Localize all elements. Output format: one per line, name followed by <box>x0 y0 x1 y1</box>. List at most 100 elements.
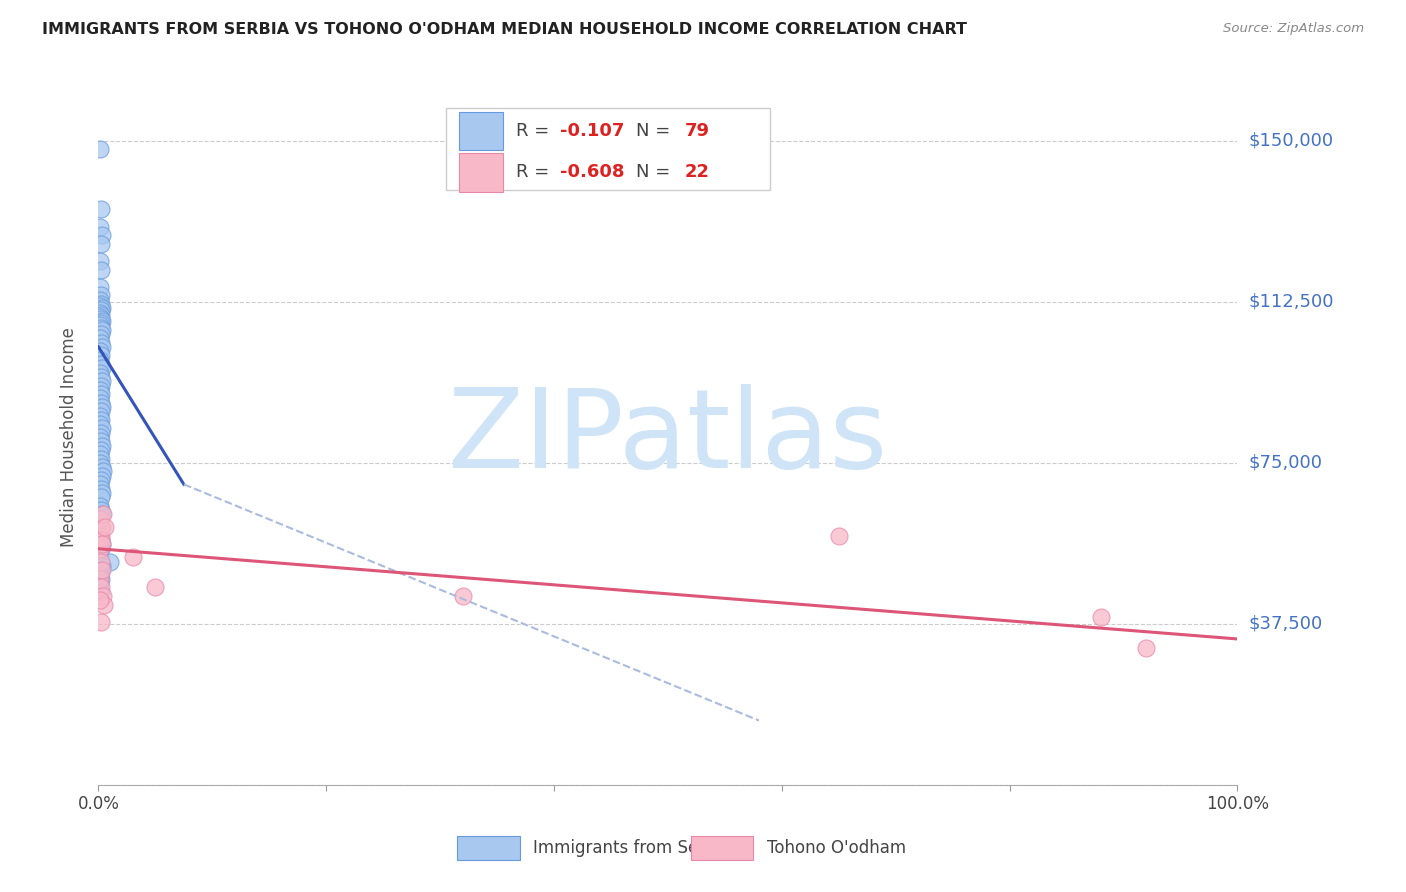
Point <box>91 465 114 479</box>
Point <box>89 550 111 565</box>
Point <box>90 404 112 418</box>
Point <box>89 447 111 461</box>
Point <box>90 316 112 330</box>
Point <box>90 320 112 334</box>
Point <box>90 533 112 548</box>
Point <box>90 537 112 551</box>
Point <box>90 581 112 595</box>
Text: R =: R = <box>516 163 555 181</box>
Point <box>90 374 112 388</box>
Point <box>89 331 111 345</box>
Point <box>90 541 112 556</box>
Point <box>89 219 111 234</box>
Text: Source: ZipAtlas.com: Source: ZipAtlas.com <box>1223 22 1364 36</box>
Point <box>89 417 111 432</box>
Point <box>89 305 111 319</box>
Point <box>90 340 112 354</box>
Point <box>89 279 111 293</box>
Text: 79: 79 <box>685 122 710 140</box>
Point <box>90 236 112 251</box>
Point <box>90 378 112 392</box>
Point <box>90 473 112 487</box>
Point <box>90 460 112 475</box>
Point <box>90 349 112 363</box>
Point <box>90 400 112 414</box>
Point <box>90 520 112 534</box>
Point <box>145 581 167 595</box>
Text: $37,500: $37,500 <box>1249 615 1323 633</box>
Point <box>1135 640 1157 655</box>
Point <box>89 344 111 359</box>
Point <box>90 442 112 457</box>
Point <box>89 293 111 307</box>
Point <box>89 383 111 397</box>
Point <box>90 563 112 577</box>
Point <box>90 357 112 371</box>
Point <box>90 533 112 548</box>
Point <box>90 312 112 326</box>
Point <box>451 589 474 603</box>
Point <box>89 310 111 324</box>
Point <box>90 413 112 427</box>
Point <box>89 409 111 423</box>
Point <box>90 314 112 328</box>
Point <box>89 299 111 313</box>
Text: $150,000: $150,000 <box>1249 132 1333 150</box>
Point <box>90 326 112 341</box>
Point <box>89 576 111 591</box>
Point <box>90 451 112 466</box>
Point <box>89 511 111 525</box>
Text: ZIPatlas: ZIPatlas <box>449 384 887 491</box>
Point <box>90 434 112 449</box>
Point <box>89 593 111 607</box>
Point <box>89 392 111 406</box>
Text: $75,000: $75,000 <box>1249 454 1323 472</box>
Point <box>90 508 112 522</box>
Point <box>90 425 112 440</box>
Point <box>90 387 112 401</box>
Y-axis label: Median Household Income: Median Household Income <box>59 327 77 547</box>
Point <box>90 323 112 337</box>
FancyBboxPatch shape <box>460 153 503 192</box>
Point <box>90 439 112 453</box>
Point <box>90 262 112 277</box>
Point <box>94 520 117 534</box>
Point <box>90 584 112 599</box>
Point <box>828 529 851 543</box>
Text: $112,500: $112,500 <box>1249 293 1334 310</box>
Text: N =: N = <box>636 163 676 181</box>
Text: IMMIGRANTS FROM SERBIA VS TOHONO O'ODHAM MEDIAN HOUSEHOLD INCOME CORRELATION CHA: IMMIGRANTS FROM SERBIA VS TOHONO O'ODHAM… <box>42 22 967 37</box>
Point <box>90 202 112 217</box>
Text: Tohono O'odham: Tohono O'odham <box>766 838 905 856</box>
FancyBboxPatch shape <box>460 112 503 151</box>
Point <box>90 335 112 350</box>
Point <box>89 499 111 513</box>
Point <box>90 395 112 409</box>
Point <box>1090 610 1112 624</box>
Point <box>93 598 115 612</box>
FancyBboxPatch shape <box>446 108 770 190</box>
Point <box>98 555 121 569</box>
Point <box>90 421 112 435</box>
Point <box>90 361 112 376</box>
Text: N =: N = <box>636 122 676 140</box>
Point <box>90 563 112 577</box>
Point <box>90 301 112 316</box>
Point <box>89 541 111 556</box>
Point <box>89 567 111 582</box>
Point <box>90 558 112 573</box>
Point <box>90 555 112 569</box>
Point <box>89 572 111 586</box>
Point <box>89 318 111 333</box>
Point <box>90 615 112 629</box>
Point <box>89 366 111 380</box>
Point <box>121 550 143 565</box>
Point <box>89 352 111 367</box>
Point <box>89 254 111 268</box>
Point <box>90 572 112 586</box>
Text: Immigrants from Serbia: Immigrants from Serbia <box>533 838 731 856</box>
Point <box>90 486 112 500</box>
Text: 22: 22 <box>685 163 710 181</box>
Point <box>90 468 112 483</box>
Point <box>89 477 111 491</box>
